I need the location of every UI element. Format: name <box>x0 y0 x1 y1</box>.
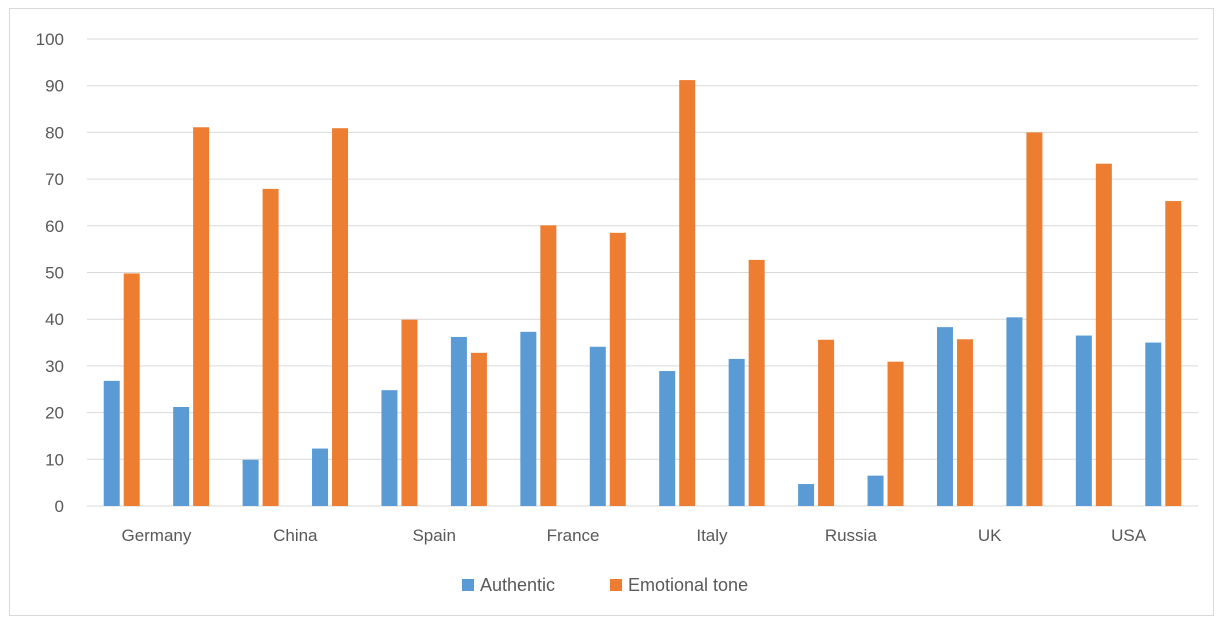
bar-emotional-tone <box>1026 132 1043 506</box>
bar-authentic <box>798 484 815 506</box>
x-tick-label: Italy <box>696 526 728 545</box>
y-tick-label: 0 <box>55 497 64 516</box>
bar-authentic <box>520 331 537 506</box>
bars <box>103 80 1182 507</box>
bar-emotional-tone <box>956 339 973 506</box>
bar-emotional-tone <box>193 127 210 506</box>
bar-authentic <box>450 336 467 506</box>
bar-emotional-tone <box>609 232 626 506</box>
bar-authentic <box>728 358 745 506</box>
y-tick-label: 50 <box>45 264 64 283</box>
bar-emotional-tone <box>1165 201 1182 506</box>
bar-emotional-tone <box>332 128 349 506</box>
bar-emotional-tone <box>262 188 279 507</box>
bar-emotional-tone <box>1095 163 1112 506</box>
legend-label-authentic: Authentic <box>480 575 555 595</box>
bar-emotional-tone <box>887 361 904 506</box>
bar-authentic <box>1075 335 1092 506</box>
bar-emotional-tone <box>401 319 418 506</box>
y-axis-ticks: 0 10 20 30 40 50 60 70 80 90 100 <box>36 30 64 516</box>
y-tick-label: 30 <box>45 357 64 376</box>
bar-authentic <box>659 371 676 506</box>
legend-label-emotional-tone: Emotional tone <box>628 575 748 595</box>
bar-chart: 0 10 20 30 40 50 60 70 80 90 100 Germany China Spain… <box>36 30 1198 595</box>
y-tick-label: 20 <box>45 404 64 423</box>
y-tick-label: 60 <box>45 217 64 236</box>
x-tick-label: Germany <box>121 526 191 545</box>
bar-authentic <box>103 380 120 506</box>
y-tick-label: 90 <box>45 77 64 96</box>
bar-authentic <box>1006 317 1023 506</box>
bar-emotional-tone <box>540 225 557 506</box>
x-axis-ticks: Germany China Spain France Italy Russia UK USA <box>121 526 1146 545</box>
bar-emotional-tone <box>123 273 140 506</box>
legend-swatch-authentic <box>462 579 474 591</box>
bar-authentic <box>381 390 398 506</box>
x-tick-label: China <box>273 526 318 545</box>
legend-swatch-emotional-tone <box>610 579 622 591</box>
y-tick-label: 10 <box>45 450 64 469</box>
bar-emotional-tone <box>679 80 696 506</box>
bar-emotional-tone <box>748 259 765 506</box>
y-tick-label: 100 <box>36 30 64 49</box>
x-tick-label: UK <box>978 526 1002 545</box>
y-tick-label: 70 <box>45 170 64 189</box>
y-tick-label: 80 <box>45 123 64 142</box>
bar-authentic <box>936 327 953 506</box>
bar-authentic <box>173 406 190 506</box>
bar-authentic <box>589 346 606 506</box>
x-tick-label: Spain <box>412 526 455 545</box>
bar-authentic <box>242 459 259 506</box>
bar-authentic <box>312 448 329 506</box>
chart-area: 0 10 20 30 40 50 60 70 80 90 100 Germany China Spain… <box>9 8 1214 616</box>
bar-emotional-tone <box>470 352 487 506</box>
bar-emotional-tone <box>818 339 835 506</box>
y-tick-label: 40 <box>45 310 64 329</box>
bar-authentic <box>867 475 884 506</box>
x-tick-label: France <box>547 526 600 545</box>
x-tick-label: USA <box>1111 526 1147 545</box>
legend: Authentic Emotional tone <box>462 575 748 595</box>
bar-authentic <box>1145 342 1162 506</box>
x-tick-label: Russia <box>825 526 878 545</box>
